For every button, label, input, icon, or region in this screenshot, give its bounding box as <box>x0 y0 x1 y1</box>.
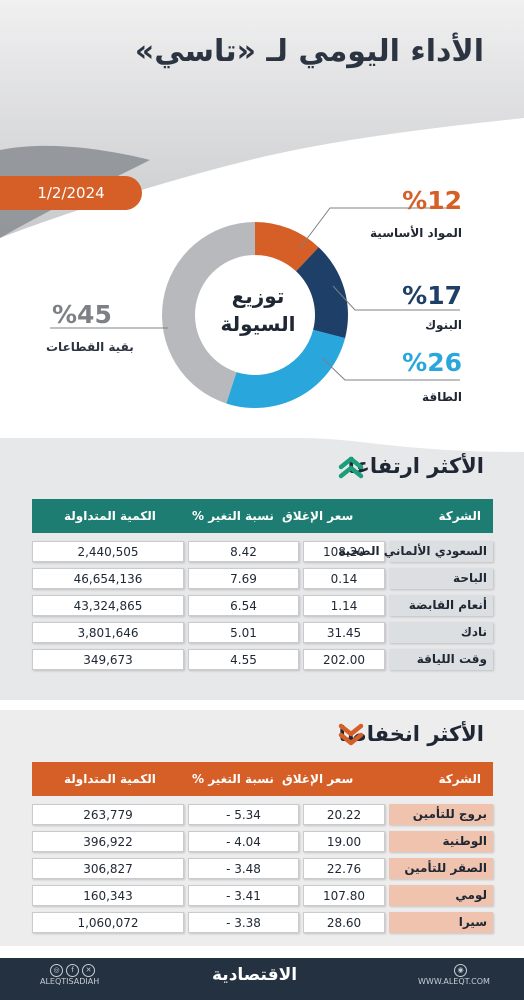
col-close: سعر الإغلاق <box>282 772 354 786</box>
segment-label-banks: البنوك <box>425 318 462 332</box>
col-company: الشركة <box>438 772 481 786</box>
up-arrow-icon <box>338 456 364 479</box>
table-row[interactable]: 1,060,072- 3.38 28.60 سيرا <box>32 912 493 933</box>
cell-change: - 3.41 <box>188 885 299 906</box>
cell-company: السعودي الألماني الصحية <box>338 541 493 562</box>
col-volume: الكمية المتداولة <box>64 772 156 786</box>
col-volume: الكمية المتداولة <box>64 509 156 523</box>
cell-company: سيرا <box>389 912 493 933</box>
losers-panel <box>0 710 524 946</box>
cell-volume: 3,801,646 <box>32 622 184 643</box>
brand-logo: الاقتصادية <box>212 965 298 985</box>
cell-close: 107.80 <box>303 885 385 906</box>
cell-change: - 4.04 <box>188 831 299 852</box>
liquidity-donut-chart <box>161 222 348 408</box>
segment-percent-materials: %12 <box>402 186 462 215</box>
facebook-icon[interactable]: f <box>66 964 79 977</box>
cell-change: 7.69 <box>188 568 299 589</box>
cell-close: 28.60 <box>303 912 385 933</box>
cell-company: الصقر للتأمين <box>389 858 493 879</box>
table-row[interactable]: 43,324,865 6.54 1.14 أنعام القابضة <box>32 595 493 616</box>
table-row[interactable]: 3,801,646 5.01 31.45 نادك <box>32 622 493 643</box>
cell-volume: 160,343 <box>32 885 184 906</box>
website-url[interactable]: WWW.ALEQT.COM <box>418 977 490 986</box>
globe-icon[interactable]: ◉ <box>454 964 467 977</box>
cell-company: وقت اللياقة <box>389 649 493 670</box>
cell-company: الباحة <box>389 568 493 589</box>
cell-change: 4.55 <box>188 649 299 670</box>
cell-company: بروج للتأمين <box>389 804 493 825</box>
col-company: الشركة <box>438 509 481 523</box>
donut-segment-materials <box>255 222 319 272</box>
col-change: نسبة التغير % <box>192 772 274 786</box>
gainers-table-header: الشركة سعر الإغلاق نسبة التغير % الكمية … <box>32 499 493 533</box>
cell-volume: 306,827 <box>32 858 184 879</box>
losers-table-header: الشركة سعر الإغلاق نسبة التغير % الكمية … <box>32 762 493 796</box>
donut-segment-others <box>161 222 255 404</box>
down-arrow-icon <box>338 723 364 746</box>
cell-volume: 43,324,865 <box>32 595 184 616</box>
cell-company: نادك <box>389 622 493 643</box>
page-title: الأداء اليومي لـ «تاسي» <box>134 34 484 69</box>
donut-segment-banks <box>296 247 348 339</box>
col-close: سعر الإغلاق <box>282 509 354 523</box>
cell-volume: 2,440,505 <box>32 541 184 562</box>
cell-change: - 3.48 <box>188 858 299 879</box>
table-row[interactable]: 396,922- 4.04 19.00 الوطنية <box>32 831 493 852</box>
cell-company: الوطنية <box>389 831 493 852</box>
donut-center <box>199 259 311 371</box>
cell-close: 202.00 <box>303 649 385 670</box>
segment-label-materials: المواد الأساسية <box>370 226 462 240</box>
donut-center-label: توزيع السيولة <box>213 282 303 338</box>
col-change: نسبة التغير % <box>192 509 274 523</box>
cell-change: 5.01 <box>188 622 299 643</box>
cell-company: أنعام القابضة <box>389 595 493 616</box>
cell-volume: 396,922 <box>32 831 184 852</box>
segment-label-energy: الطاقة <box>422 390 462 404</box>
cell-volume: 263,779 <box>32 804 184 825</box>
cell-change: 6.54 <box>188 595 299 616</box>
cell-volume: 1,060,072 <box>32 912 184 933</box>
donut-segment-energy <box>226 329 346 408</box>
cell-close: 19.00 <box>303 831 385 852</box>
social-handle: ALEQTISADIAH <box>40 977 100 986</box>
cell-close: 22.76 <box>303 858 385 879</box>
segment-percent-others: %45 <box>52 300 112 329</box>
donut-center-line2: السيولة <box>220 312 296 336</box>
cell-change: - 5.34 <box>188 804 299 825</box>
cell-volume: 349,673 <box>32 649 184 670</box>
instagram-icon[interactable]: ◎ <box>50 964 63 977</box>
cell-close: 1.14 <box>303 595 385 616</box>
donut-center-line1: توزيع <box>231 284 285 308</box>
segment-percent-energy: %26 <box>402 348 462 377</box>
cell-volume: 46,654,136 <box>32 568 184 589</box>
cell-change: - 3.38 <box>188 912 299 933</box>
leader-lines <box>50 207 460 381</box>
segment-label-others: بقية القطاعات <box>46 340 134 354</box>
cell-change: 8.42 <box>188 541 299 562</box>
cell-close: 31.45 <box>303 622 385 643</box>
cell-close: 0.14 <box>303 568 385 589</box>
table-row[interactable]: 349,673 4.55 202.00 وقت اللياقة <box>32 649 493 670</box>
cell-company: لومي <box>389 885 493 906</box>
table-row[interactable]: 46,654,136 7.69 0.14 الباحة <box>32 568 493 589</box>
date-badge: 1/2/2024 <box>0 176 142 210</box>
table-row[interactable]: 160,343- 3.41 107.80 لومي <box>32 885 493 906</box>
cell-close: 108.20 <box>303 541 385 562</box>
gainers-title-bar <box>0 438 524 488</box>
x-icon[interactable]: ✕ <box>82 964 95 977</box>
table-row[interactable]: 306,827- 3.48 22.76 الصقر للتأمين <box>32 858 493 879</box>
cell-close: 20.22 <box>303 804 385 825</box>
table-row[interactable]: 263,779- 5.34 20.22 بروج للتأمين <box>32 804 493 825</box>
gainers-title: الأكثر ارتفاعا <box>347 454 484 478</box>
segment-percent-banks: %17 <box>402 281 462 310</box>
